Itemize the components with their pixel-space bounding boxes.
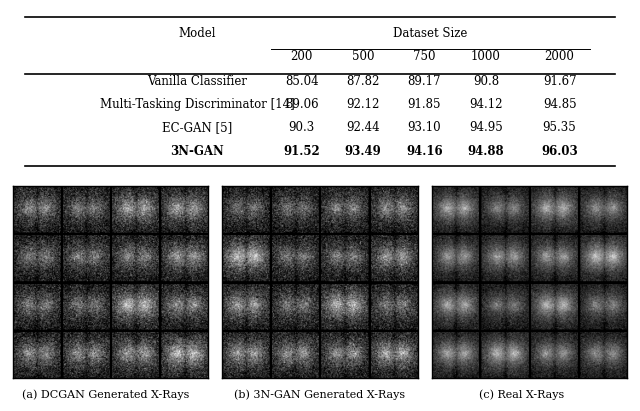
Text: 500: 500 bbox=[352, 50, 374, 63]
Text: 91.67: 91.67 bbox=[543, 75, 577, 88]
Text: (c) Real X-Rays: (c) Real X-Rays bbox=[479, 389, 564, 400]
Text: 91.52: 91.52 bbox=[283, 145, 320, 158]
Text: 92.44: 92.44 bbox=[346, 121, 380, 134]
Text: 95.35: 95.35 bbox=[543, 121, 577, 134]
Text: (a) DCGAN Generated X-Rays: (a) DCGAN Generated X-Rays bbox=[22, 389, 189, 400]
Text: 94.12: 94.12 bbox=[469, 98, 502, 111]
Text: Model: Model bbox=[179, 27, 216, 40]
Text: 87.82: 87.82 bbox=[346, 75, 380, 88]
Text: 94.88: 94.88 bbox=[468, 145, 504, 158]
Text: 93.49: 93.49 bbox=[344, 145, 381, 158]
Text: 91.85: 91.85 bbox=[408, 98, 441, 111]
Text: Dataset Size: Dataset Size bbox=[394, 27, 468, 40]
Text: 85.04: 85.04 bbox=[285, 75, 318, 88]
Text: 92.12: 92.12 bbox=[346, 98, 380, 111]
Text: 94.16: 94.16 bbox=[406, 145, 443, 158]
Text: 89.06: 89.06 bbox=[285, 98, 318, 111]
Text: 3N-GAN: 3N-GAN bbox=[170, 145, 224, 158]
Text: (b) 3N-GAN Generated X-Rays: (b) 3N-GAN Generated X-Rays bbox=[234, 389, 406, 400]
Text: EC-GAN [5]: EC-GAN [5] bbox=[162, 121, 232, 134]
Text: 90.8: 90.8 bbox=[473, 75, 499, 88]
Text: 1000: 1000 bbox=[471, 50, 501, 63]
Text: 2000: 2000 bbox=[545, 50, 575, 63]
Text: 94.85: 94.85 bbox=[543, 98, 577, 111]
Text: Vanilla Classifier: Vanilla Classifier bbox=[147, 75, 247, 88]
Text: 750: 750 bbox=[413, 50, 436, 63]
Text: 200: 200 bbox=[291, 50, 313, 63]
Text: 96.03: 96.03 bbox=[541, 145, 578, 158]
Text: 90.3: 90.3 bbox=[289, 121, 315, 134]
Text: 94.95: 94.95 bbox=[469, 121, 503, 134]
Text: Multi-Tasking Discriminator [14]: Multi-Tasking Discriminator [14] bbox=[100, 98, 294, 111]
Text: 93.10: 93.10 bbox=[408, 121, 441, 134]
Text: 89.17: 89.17 bbox=[408, 75, 441, 88]
